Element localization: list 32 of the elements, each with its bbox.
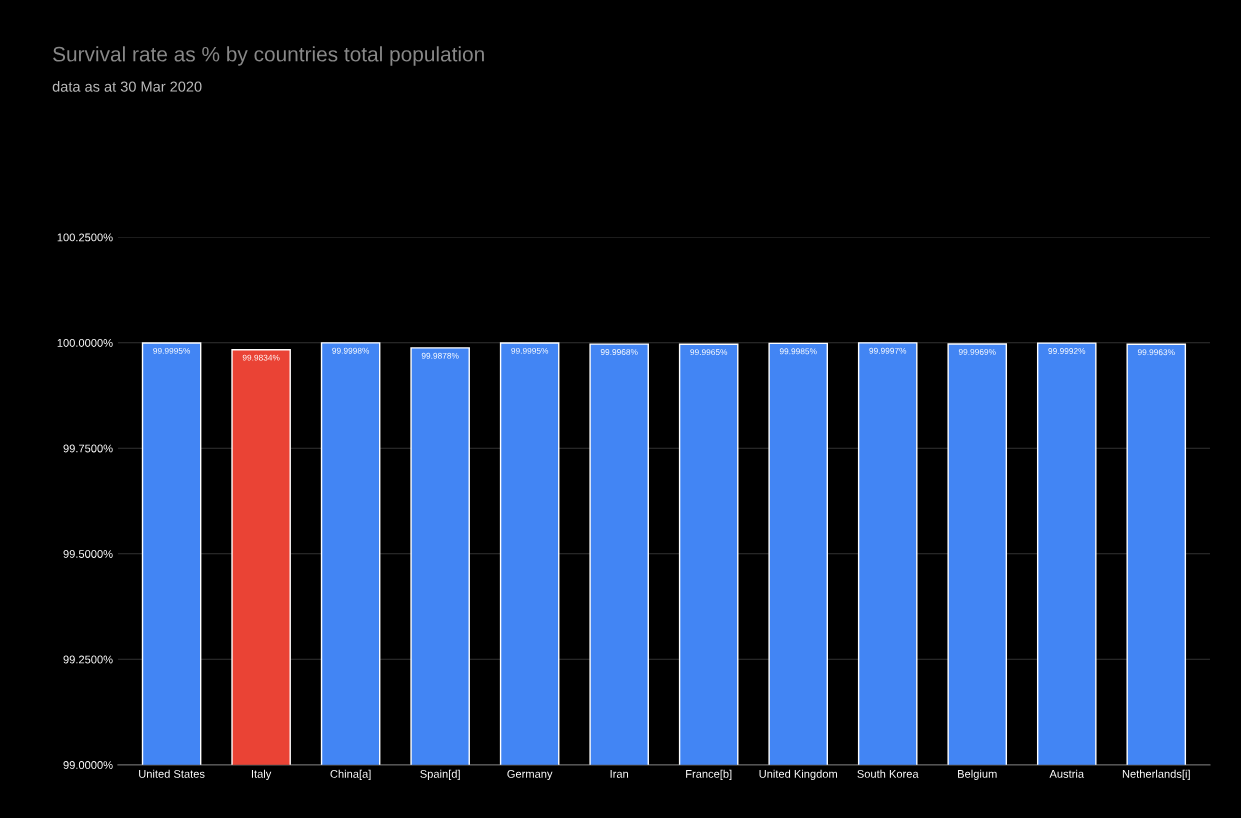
data-label: 99.9997% [869, 347, 907, 354]
data-label: 99.9985% [779, 348, 817, 355]
y-tick-label: 99.7500% [63, 444, 113, 453]
y-tick-label: 100.2500% [57, 233, 113, 242]
data-label: 99.9963% [1137, 349, 1175, 356]
x-tick-label: China[a] [330, 769, 371, 781]
chart-title: Survival rate as % by countries total population [53, 46, 484, 66]
x-tick-label: Austria [1049, 769, 1085, 778]
x-tick-label: United Kingdom [759, 769, 838, 781]
data-label: 99.9965% [690, 349, 728, 356]
x-tick-label: Netherlands[i] [1122, 769, 1190, 781]
data-label: 99.9998% [332, 347, 370, 354]
x-tick-label: United States [139, 769, 205, 778]
data-label: 99.9992% [1048, 348, 1086, 354]
x-tick-label: South Korea [857, 769, 919, 778]
y-tick-label: 100.0000% [57, 339, 113, 347]
x-tick-label: Italy [251, 769, 272, 781]
data-label: 99.9878% [421, 352, 459, 359]
data-label: 99.9968% [600, 349, 638, 355]
data-label: 99.9995% [153, 347, 191, 354]
y-tick-label: 99.0000% [63, 761, 113, 769]
x-tick-label: France[b] [686, 769, 732, 781]
x-tick-label: Spain[d] [420, 769, 460, 781]
x-tick-label: Germany [507, 769, 553, 781]
x-tick-label: Iran [610, 770, 629, 778]
data-label: 99.9969% [958, 349, 996, 355]
data-label: 99.9995% [511, 347, 549, 354]
chart-subtitle: data as at 30 Mar 2020 [52, 81, 202, 92]
y-tick-label: 99.2500% [63, 655, 113, 664]
data-label: 99.9834% [242, 354, 280, 361]
y-tick-label: 99.5000% [63, 550, 113, 558]
x-tick-label: Belgium [958, 769, 997, 781]
